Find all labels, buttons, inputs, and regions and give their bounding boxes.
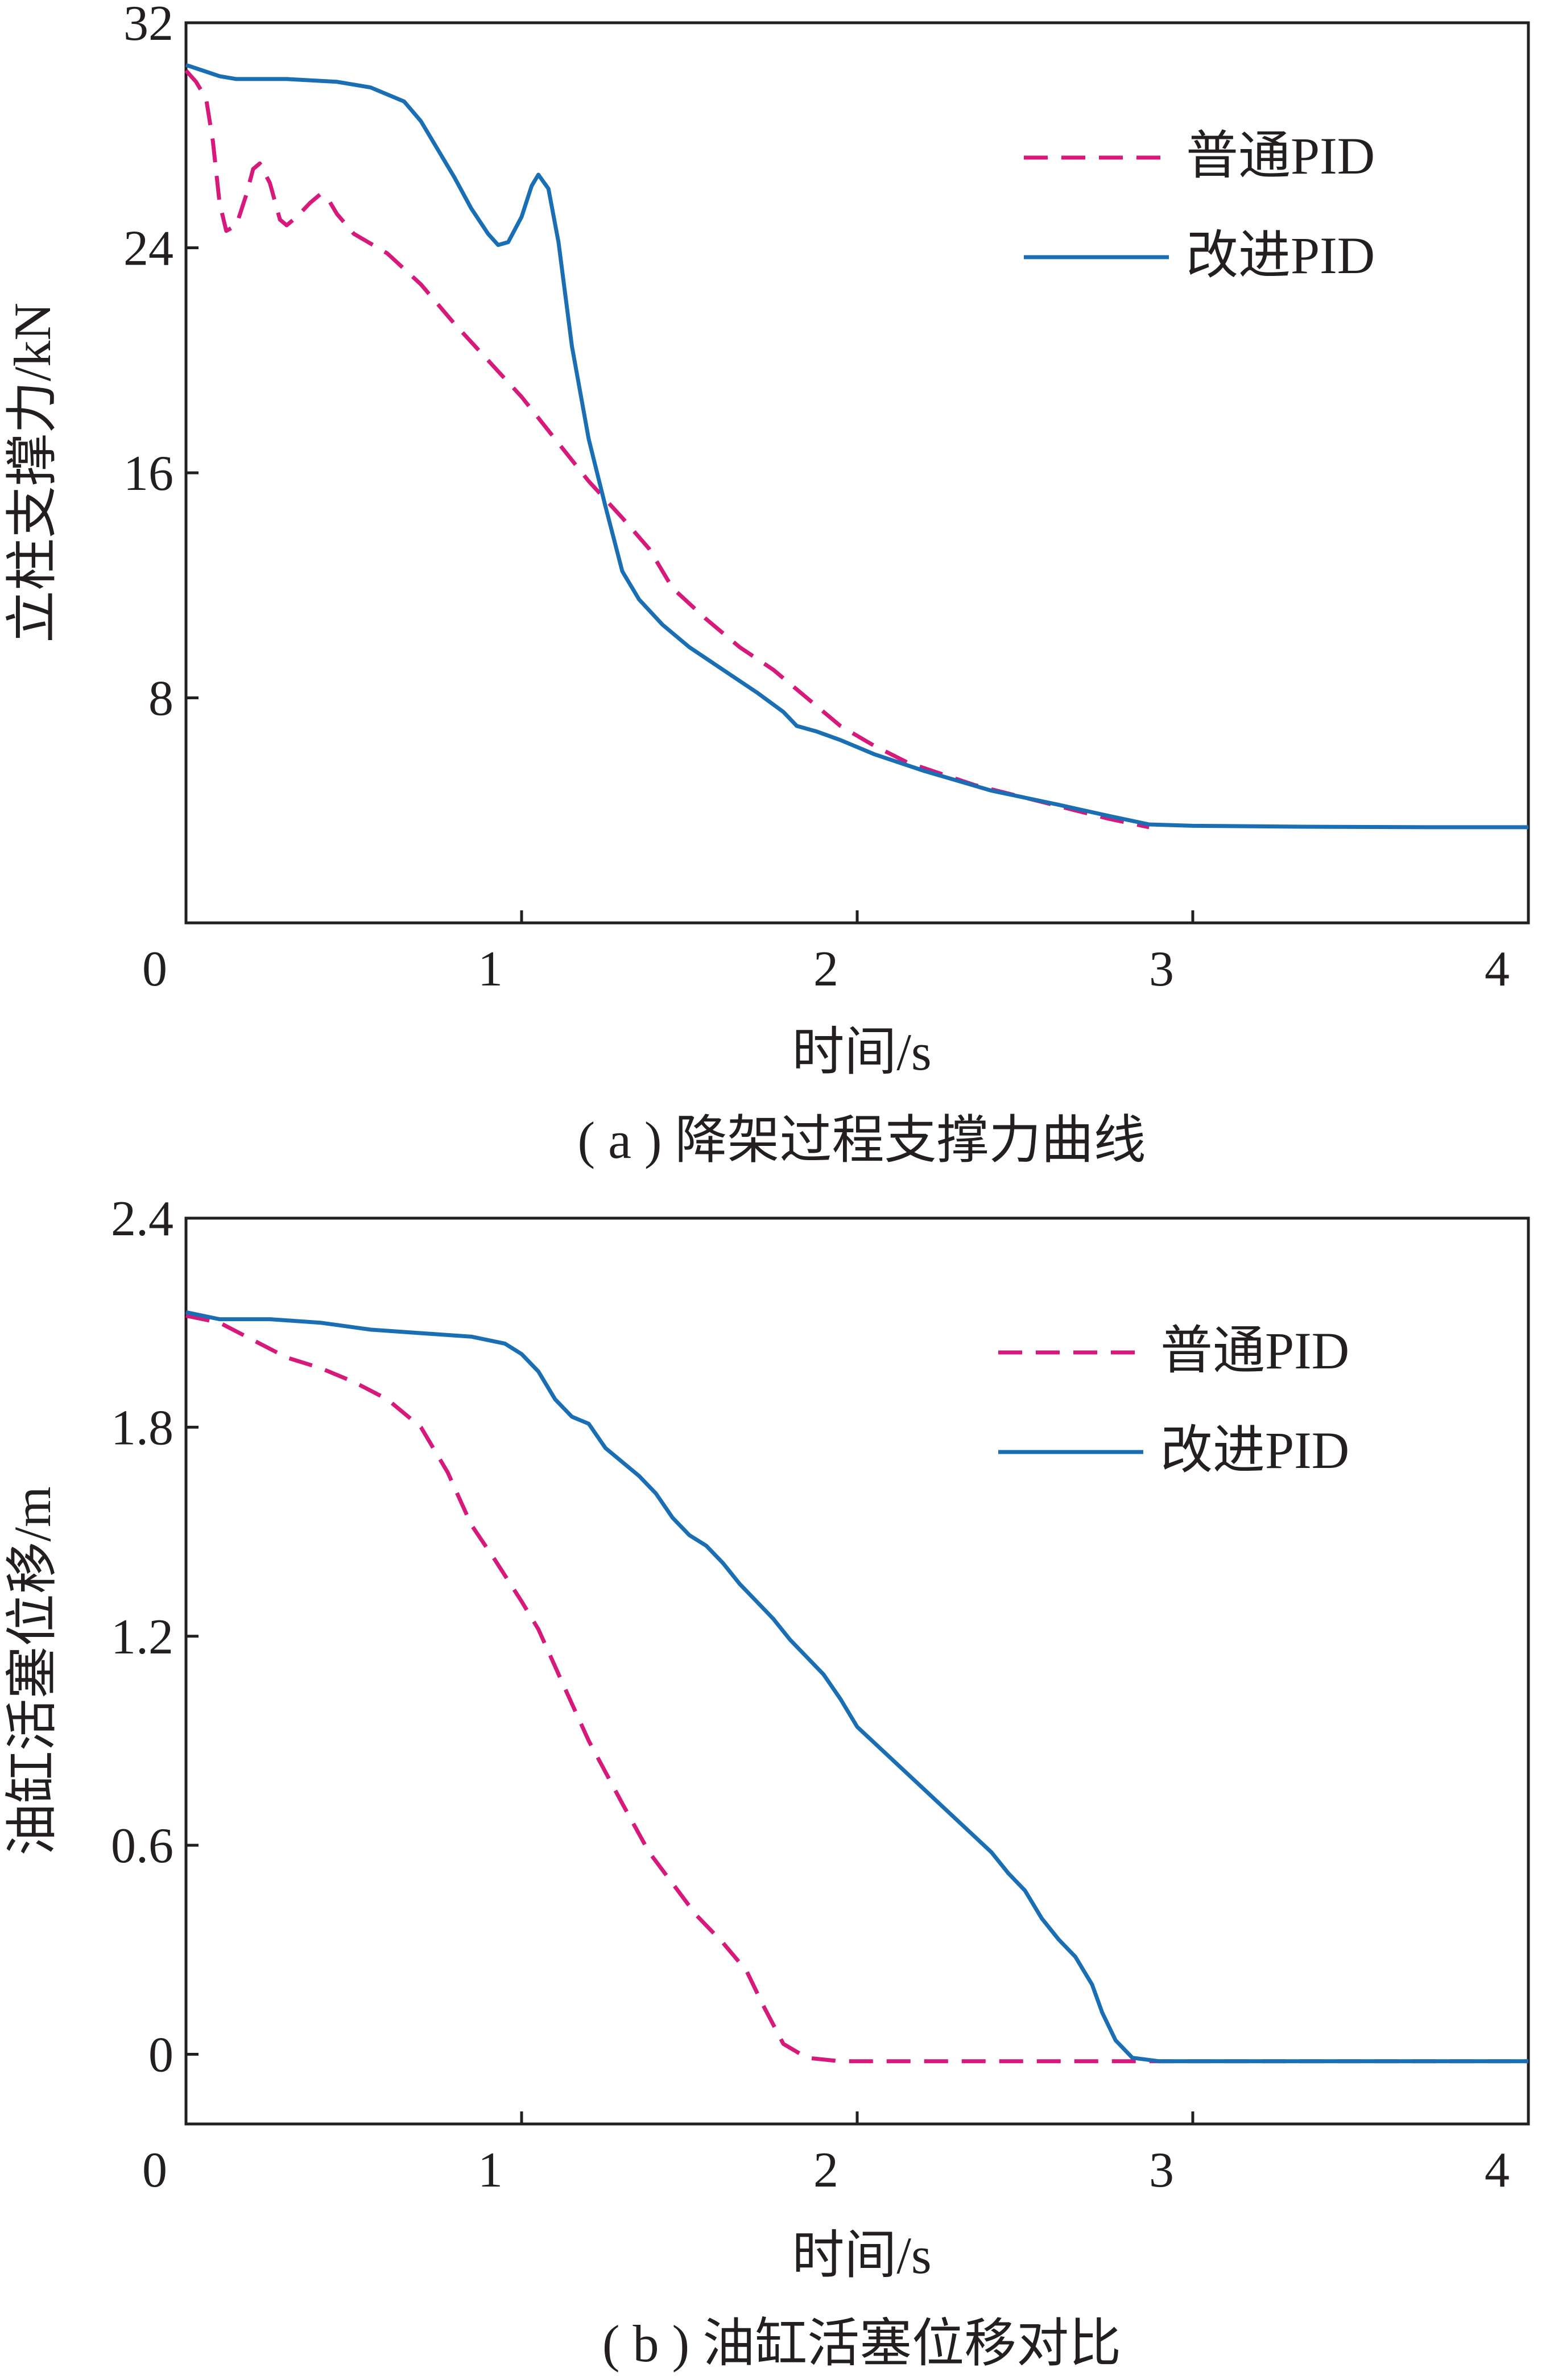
y-tick-label: 32 xyxy=(123,0,173,51)
series-group-b xyxy=(185,1310,1528,2064)
x-tick-label: 3 xyxy=(1149,942,1174,997)
y-tick-label: 8 xyxy=(148,671,173,727)
y-tick-label: 0.6 xyxy=(111,1818,173,1874)
legend-label: 改进PID xyxy=(1160,1421,1349,1479)
legend-label: 改进PID xyxy=(1186,226,1375,284)
legend-a: 普通PID 改进PID xyxy=(1024,127,1375,284)
x-axis-label-b: 时间/s xyxy=(792,2226,931,2284)
caption-a: ( a ) 降架过程支撑力曲线 xyxy=(577,1111,1146,1169)
x-tick-label: 0 xyxy=(142,2143,167,2198)
x-tick-label: 4 xyxy=(1485,2143,1510,2198)
x-tick-label: 4 xyxy=(1485,942,1510,997)
axis-ticks-a: 0 1 2 3 4 8 16 24 32 xyxy=(123,0,1510,997)
x-tick-label: 2 xyxy=(813,2143,838,2198)
y-tick-label: 16 xyxy=(123,446,173,501)
x-tick-label: 1 xyxy=(478,942,503,997)
series-group-a xyxy=(184,63,1528,830)
legend-b: 普通PID 改进PID xyxy=(998,1322,1349,1479)
caption-b: ( b ) 油缸活塞位移对比 xyxy=(602,2315,1121,2373)
y-axis-label-a: 立柱支撑力/kN xyxy=(3,303,61,643)
series-line-normal-pid xyxy=(184,69,1150,830)
y-tick-label: 0 xyxy=(148,2028,173,2083)
series-line-improved-pid xyxy=(185,63,1528,830)
y-tick-label: 2.4 xyxy=(111,1191,173,1247)
x-tick-label: 0 xyxy=(142,942,167,997)
axis-ticks-b: 0 1 2 3 4 0 0.6 1.2 1.8 2.4 xyxy=(111,1191,1510,2198)
panel-a: 0 1 2 3 4 8 16 24 32 立柱支撑力/kN 时间/s ( a ) 降架过程支撑力… xyxy=(3,0,1530,1169)
panel-b: 0 1 2 3 4 0 0.6 1.2 1.8 2.4 油缸活塞位移/m 时间/s ( b ) 油… xyxy=(3,1191,1530,2373)
legend-label: 普通PID xyxy=(1160,1322,1349,1380)
x-tick-label: 1 xyxy=(478,2143,503,2198)
x-axis-label-a: 时间/s xyxy=(792,1023,931,1081)
series-line-normal-pid xyxy=(185,1313,1528,2064)
series-line-improved-pid xyxy=(185,1310,1528,2064)
y-axis-label-b: 油缸活塞位移/m xyxy=(3,1486,61,1855)
legend-label: 普通PID xyxy=(1186,127,1375,185)
x-tick-label: 3 xyxy=(1149,2143,1174,2198)
y-tick-label: 24 xyxy=(123,221,173,277)
x-tick-label: 2 xyxy=(813,942,838,997)
y-tick-label: 1.2 xyxy=(111,1610,173,1665)
y-tick-label: 1.8 xyxy=(111,1400,173,1455)
